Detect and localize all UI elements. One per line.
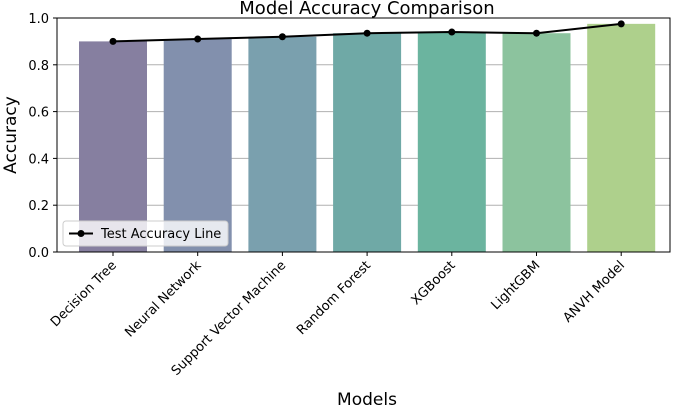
x-tick-label: Random Forest — [294, 258, 374, 338]
y-tick-label: 1.0 — [28, 12, 49, 27]
x-tick-label: Neural Network — [122, 258, 205, 341]
plot-frame — [56, 17, 671, 253]
line-point — [448, 28, 456, 36]
line-point — [363, 29, 371, 37]
y-axis-label: Accuracy — [1, 96, 21, 174]
y-tick-label: 0.4 — [28, 152, 49, 167]
x-tick-label: Decision Tree — [48, 258, 120, 330]
y-tick-label: 0.2 — [28, 199, 49, 214]
x-tick-label: XGBoost — [409, 258, 459, 308]
x-tick-label: LightGBM — [488, 258, 543, 313]
line-point — [194, 35, 202, 43]
bar — [248, 36, 317, 252]
legend-box — [62, 220, 229, 247]
legend-label: Test Accuracy Line — [100, 227, 221, 242]
bar — [79, 41, 147, 253]
y-tick-label: 0.6 — [28, 106, 49, 121]
bar — [163, 39, 232, 253]
y-tick-label: 0.0 — [28, 246, 49, 261]
bar — [333, 33, 402, 253]
y-tick-label: 0.8 — [28, 59, 49, 74]
x-tick-label: ANVH Model — [561, 258, 628, 325]
x-axis-label: Models — [337, 390, 397, 406]
bar — [502, 33, 571, 253]
chart-title: Model Accuracy Comparison — [239, 0, 494, 19]
bar — [587, 23, 656, 252]
bar — [417, 32, 486, 252]
line-point — [617, 20, 625, 28]
line-point — [278, 33, 286, 41]
line-point — [533, 29, 540, 37]
line-point — [109, 37, 117, 45]
legend-marker — [77, 230, 85, 237]
